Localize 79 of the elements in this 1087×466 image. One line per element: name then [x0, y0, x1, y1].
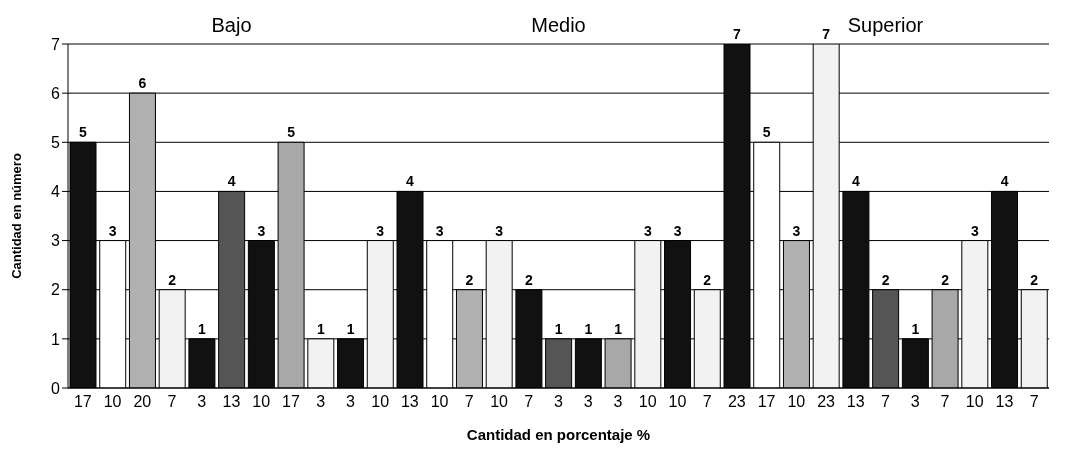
y-tick-label: 2	[51, 281, 61, 299]
x-axis-title: Cantidad en porcentaje %	[466, 426, 651, 443]
x-tick-label: 10	[371, 393, 390, 411]
data-label: 1	[198, 320, 207, 337]
y-tick-label: 6	[51, 84, 61, 102]
data-label: 5	[762, 124, 771, 141]
x-tick-label: 7	[1029, 393, 1039, 411]
x-tick-label: 3	[583, 393, 593, 411]
x-tick-label: 23	[727, 393, 746, 411]
data-label: 3	[495, 222, 504, 239]
data-label: 2	[525, 271, 534, 288]
x-tick-label: 23	[817, 393, 836, 411]
x-tick-label: 13	[400, 393, 419, 411]
data-label: 2	[465, 271, 474, 288]
x-tick-label: 10	[490, 393, 509, 411]
data-label: 3	[673, 222, 682, 239]
x-tick-label: 7	[524, 393, 534, 411]
data-label: 2	[703, 271, 712, 288]
y-tick-label: 7	[51, 35, 61, 53]
y-tick-label: 4	[51, 183, 61, 201]
data-label: 6	[138, 75, 147, 92]
text: Bajo	[210, 14, 253, 37]
data-label: 1	[614, 320, 623, 337]
x-tick-label: 7	[464, 393, 474, 411]
data-label: 2	[168, 271, 177, 288]
data-label: 4	[406, 173, 415, 190]
text: Medio	[530, 14, 587, 37]
data-label: 3	[257, 222, 266, 239]
y-tick-label: 3	[51, 232, 61, 250]
x-tick-label: 10	[430, 393, 449, 411]
data-label: 3	[108, 222, 117, 239]
x-tick-label: 13	[222, 393, 241, 411]
x-tick-label: 10	[638, 393, 657, 411]
data-label: 4	[227, 173, 236, 190]
x-tick-label: 17	[282, 393, 300, 411]
data-label: 1	[316, 320, 325, 337]
data-label: 3	[970, 222, 979, 239]
data-label: 3	[643, 222, 652, 239]
text: Superior	[847, 14, 924, 36]
data-label: 3	[792, 222, 801, 239]
x-tick-label: 7	[702, 393, 712, 411]
x-tick-label: 3	[197, 393, 207, 411]
x-tick-label: 13	[995, 393, 1014, 411]
data-label: 7	[733, 26, 742, 42]
x-tick-label: 7	[167, 393, 177, 411]
y-tick-label: 0	[51, 379, 61, 397]
data-label: 1	[584, 320, 593, 337]
data-label: 3	[376, 222, 385, 239]
x-tick-label: 3	[910, 393, 920, 411]
y-tick-label: 1	[51, 330, 61, 348]
data-label: 4	[852, 173, 861, 190]
x-tick-label: 10	[252, 393, 271, 411]
x-tick-label: 3	[554, 393, 564, 411]
x-tick-label: 7	[940, 393, 950, 411]
x-tick-label: 10	[103, 393, 122, 411]
data-label: 3	[435, 222, 444, 239]
data-label: 4	[1000, 173, 1009, 190]
x-tick-label: 10	[965, 393, 984, 411]
data-label: 2	[881, 271, 890, 288]
x-tick-label: 3	[316, 393, 326, 411]
x-tick-label: 20	[133, 393, 152, 411]
data-label: 1	[554, 320, 563, 337]
y-axis-title: Cantidad en número	[8, 153, 24, 279]
data-label: 2	[1030, 271, 1039, 288]
data-label: 1	[346, 320, 355, 337]
x-tick-label: 17	[757, 393, 776, 411]
data-label: 5	[79, 124, 88, 141]
data-label: 5	[287, 124, 296, 141]
x-tick-label: 13	[846, 393, 865, 411]
x-tick-label: 7	[881, 393, 891, 411]
data-label: 1	[911, 320, 920, 337]
x-tick-label: 17	[73, 393, 92, 411]
x-tick-label: 3	[613, 393, 623, 411]
x-tick-label: 10	[668, 393, 687, 411]
data-label: 2	[941, 271, 950, 288]
x-tick-label: 10	[787, 393, 806, 411]
x-tick-label: 3	[345, 393, 355, 411]
y-tick-label: 5	[51, 133, 61, 151]
data-label: 7	[822, 26, 831, 42]
